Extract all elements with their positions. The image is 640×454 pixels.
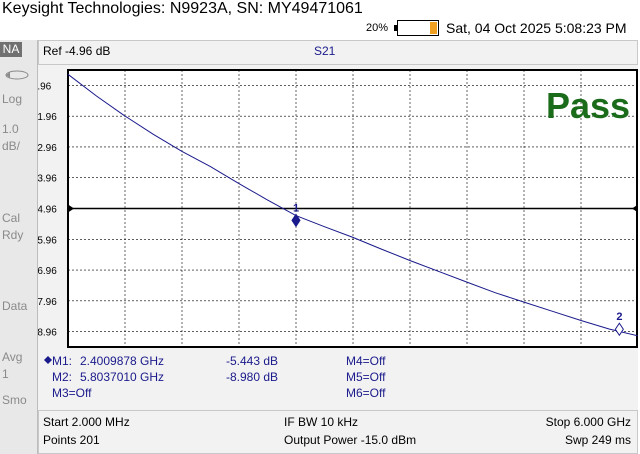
y-tick-label: -.96	[38, 81, 52, 92]
y-tick-label: -4.96	[38, 205, 57, 216]
scale-value: 1.0	[2, 122, 19, 136]
points-count[interactable]: Points 201	[43, 433, 100, 447]
m1-value: -5.443 dB	[226, 354, 279, 368]
m1-frequency: 2.4009878 GHz	[80, 354, 165, 368]
output-power[interactable]: Output Power -15.0 dBm	[284, 433, 417, 447]
m6-status[interactable]: M6=Off	[346, 386, 386, 400]
scale-unit: dB/	[2, 139, 21, 153]
date-time: Sat, 04 Oct 2025 5:08:23 PM	[446, 20, 627, 36]
marker-2-label: 2	[616, 311, 622, 323]
marker-1-label: 1	[293, 202, 299, 214]
y-tick-label: -6.96	[38, 266, 57, 277]
instrument-title: Keysight Technologies: N9923A, SN: MY494…	[2, 0, 363, 17]
status-bar: Start 2.000 MHz IF BW 10 kHz Stop 6.000 …	[38, 410, 638, 454]
y-tick-label: -7.96	[38, 297, 57, 308]
ref-arrow-right-icon	[632, 204, 638, 213]
stop-frequency[interactable]: Stop 6.000 GHz	[545, 415, 631, 429]
m3-status[interactable]: M3=Off	[52, 386, 92, 400]
y-tick-label: -3.96	[38, 174, 57, 185]
format-label: Log	[2, 92, 23, 106]
pass-indicator: Pass	[546, 85, 630, 126]
y-tick-label: -1.96	[38, 112, 57, 123]
cal-status: Rdy	[2, 228, 24, 242]
y-tick-label: -8.96	[38, 328, 57, 339]
y-tick-label: -5.96	[38, 235, 57, 246]
battery-icon	[394, 20, 439, 36]
m4-status[interactable]: M4=Off	[346, 354, 386, 368]
start-frequency[interactable]: Start 2.000 MHz	[43, 415, 130, 429]
sidebar: NA Log 1.0 dB/ Cal Rdy Data Avg 1 Smo	[0, 40, 38, 454]
ref-level-label[interactable]: Ref -4.96 dB	[43, 44, 111, 58]
smo-label: Smo	[2, 393, 27, 407]
ref-arrow-left-icon	[68, 204, 74, 213]
marker-table: M1: 2.4009878 GHz -5.443 dB M4=Off M2: 5…	[40, 352, 638, 408]
trace-header	[38, 40, 638, 65]
m2-value: -8.980 dB	[226, 370, 279, 384]
m2-label[interactable]: M2:	[52, 370, 73, 384]
chart-svg[interactable]: -.96 -1.96 -2.96 -3.96 -4.96 -5.96 -6.96 -7.96 -…	[38, 65, 638, 352]
m2-frequency: 5.8037010 GHz	[80, 370, 165, 384]
if-bandwidth[interactable]: IF BW 10 kHz	[284, 415, 359, 429]
cal-label: Cal	[2, 211, 21, 225]
sweep-time[interactable]: Swp 249 ms	[564, 433, 631, 447]
data-label: Data	[2, 299, 28, 313]
measurement-label[interactable]: S21	[314, 44, 336, 58]
battery-percent: 20%	[366, 22, 389, 34]
m5-status[interactable]: M5=Off	[346, 370, 386, 384]
marker-1-icon	[291, 213, 301, 228]
trace-line	[67, 73, 638, 337]
loop-icon	[5, 70, 29, 80]
marker-2-icon	[614, 322, 624, 337]
mode-badge[interactable]: NA	[0, 42, 22, 57]
active-marker-icon	[44, 356, 52, 364]
plot-area: -.96 -1.96 -2.96 -3.96 -4.96 -5.96 -6.96 -7.96 -…	[38, 65, 638, 410]
m1-label[interactable]: M1:	[52, 354, 73, 368]
y-tick-label: -2.96	[38, 143, 57, 154]
avg-label: Avg	[2, 350, 23, 364]
avg-count: 1	[2, 367, 9, 381]
